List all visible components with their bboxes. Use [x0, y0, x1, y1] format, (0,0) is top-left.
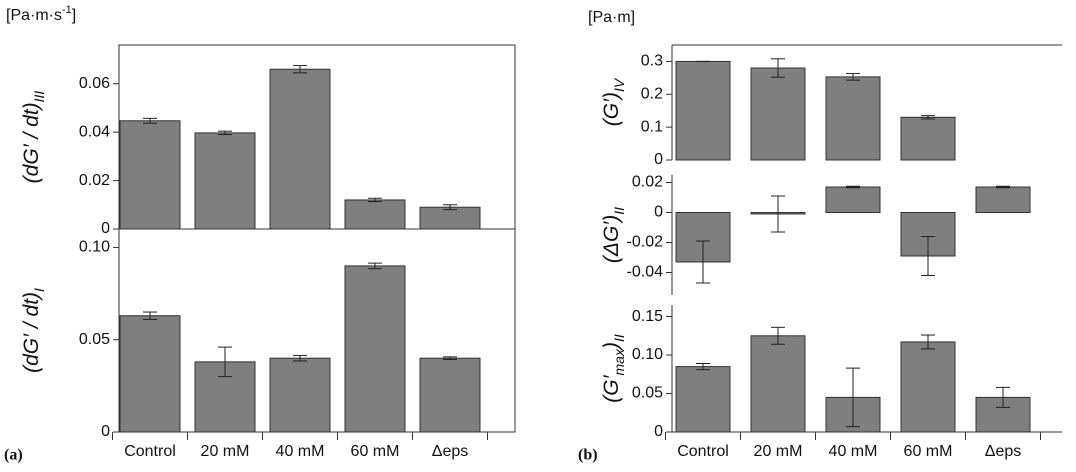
- y-axis-label-part: ): [600, 342, 623, 352]
- x-tick-label: Δeps: [432, 443, 468, 460]
- units-label-part: [Pa·m·s: [6, 7, 62, 24]
- error-bar: [696, 362, 710, 371]
- bar: [900, 341, 956, 433]
- error-bar: [996, 185, 1010, 189]
- error-bar: [696, 240, 710, 284]
- error-bar: [293, 354, 307, 362]
- bar: [419, 206, 481, 230]
- y-axis-label: (dG′ / dt)III: [20, 91, 47, 184]
- y-tick-label: 0.06: [79, 75, 110, 92]
- y-tick-label: 0.04: [79, 123, 110, 140]
- bar: [194, 132, 256, 230]
- bar: [675, 366, 731, 433]
- error-bar: [443, 356, 457, 360]
- y-axis-label-part: III: [31, 91, 47, 103]
- y-tick-label: 0: [654, 151, 663, 168]
- y-tick-label: 0.1: [641, 118, 663, 135]
- error-bar: [368, 262, 382, 270]
- error-bar: [293, 65, 307, 74]
- bar: [825, 76, 881, 161]
- bar: [269, 357, 331, 433]
- bar: [900, 116, 956, 161]
- error-bar: [443, 204, 457, 211]
- y-axis-label: (dG′ / dt)I: [20, 288, 47, 373]
- x-tick-label: 40 mM: [829, 443, 878, 460]
- panel-label: (b): [578, 447, 598, 464]
- y-tick-label: 0.02: [632, 174, 663, 191]
- y-tick-label: 0.15: [632, 308, 663, 325]
- error-bar: [143, 311, 157, 320]
- units-label-part: -1: [62, 4, 72, 16]
- x-tick-label: 60 mM: [351, 443, 400, 460]
- bar: [119, 120, 181, 230]
- y-tick-label: 0.10: [79, 239, 110, 256]
- y-tick-label: 0: [101, 220, 110, 237]
- bar: [825, 186, 881, 213]
- y-axis-label-part: (ΔG′): [600, 215, 623, 263]
- y-tick-label: 0.2: [641, 86, 663, 103]
- y-axis-label-part: II: [611, 334, 627, 342]
- y-axis-label: (G′max)II: [600, 334, 627, 403]
- error-bar: [921, 334, 935, 350]
- error-bar: [771, 58, 785, 78]
- x-tick-label: 20 mM: [201, 443, 250, 460]
- y-tick-label: 0: [101, 423, 110, 440]
- y-tick-label: 0: [654, 423, 663, 440]
- y-axis-label: (G′)IV: [600, 77, 627, 126]
- bar: [675, 60, 731, 161]
- error-bar: [921, 115, 935, 120]
- error-bar: [368, 197, 382, 203]
- y-tick-label: -0.04: [627, 264, 664, 281]
- y-axis-label-part: max: [611, 348, 627, 375]
- error-bar: [846, 367, 860, 428]
- bar: [750, 67, 806, 161]
- x-tick-label: Control: [124, 443, 176, 460]
- units-label-part: [Pa·m]: [588, 9, 635, 26]
- y-axis-label-part: IV: [611, 77, 627, 92]
- y-tick-label: 0.02: [79, 172, 110, 189]
- x-tick-label: 20 mM: [754, 443, 803, 460]
- error-bar: [996, 386, 1010, 408]
- y-tick-label: 0.3: [641, 53, 663, 70]
- y-tick-label: 0.05: [79, 331, 110, 348]
- error-bar: [846, 73, 860, 81]
- units-label: [Pa·m·s-1]: [6, 4, 76, 24]
- bar: [419, 357, 481, 433]
- y-axis-label-part: (G′: [600, 374, 623, 402]
- y-axis-label-part: I: [31, 288, 47, 292]
- error-bar: [218, 130, 232, 136]
- bar: [119, 315, 181, 433]
- error-bar: [846, 185, 860, 189]
- y-axis-label-part: (G′): [600, 92, 623, 126]
- bar: [750, 335, 806, 433]
- y-axis-label: (ΔG′)II: [600, 207, 627, 263]
- error-bar: [771, 326, 785, 345]
- y-tick-label: 0.05: [632, 385, 663, 402]
- y-tick-label: -0.02: [627, 234, 664, 251]
- x-tick-label: 40 mM: [276, 443, 325, 460]
- x-tick-label: Δeps: [985, 443, 1021, 460]
- units-label-part: ]: [72, 7, 76, 24]
- error-bar: [218, 346, 232, 378]
- bar: [975, 186, 1031, 213]
- bar: [344, 265, 406, 433]
- y-tick-label: 0.10: [632, 346, 663, 363]
- error-bar: [771, 195, 785, 233]
- x-tick-label: 60 mM: [904, 443, 953, 460]
- y-axis-label-part: (dG′ / dt): [20, 292, 43, 373]
- error-bar: [921, 236, 935, 276]
- error-bar: [143, 117, 157, 124]
- y-axis-label-part: II: [611, 207, 627, 215]
- bar: [344, 199, 406, 230]
- panel-label: (a): [4, 447, 23, 464]
- y-axis-label-part: (dG′ / dt): [20, 102, 43, 183]
- units-label: [Pa·m]: [588, 9, 635, 26]
- bar: [269, 68, 331, 230]
- x-tick-label: Control: [677, 443, 729, 460]
- y-tick-label: 0: [654, 204, 663, 221]
